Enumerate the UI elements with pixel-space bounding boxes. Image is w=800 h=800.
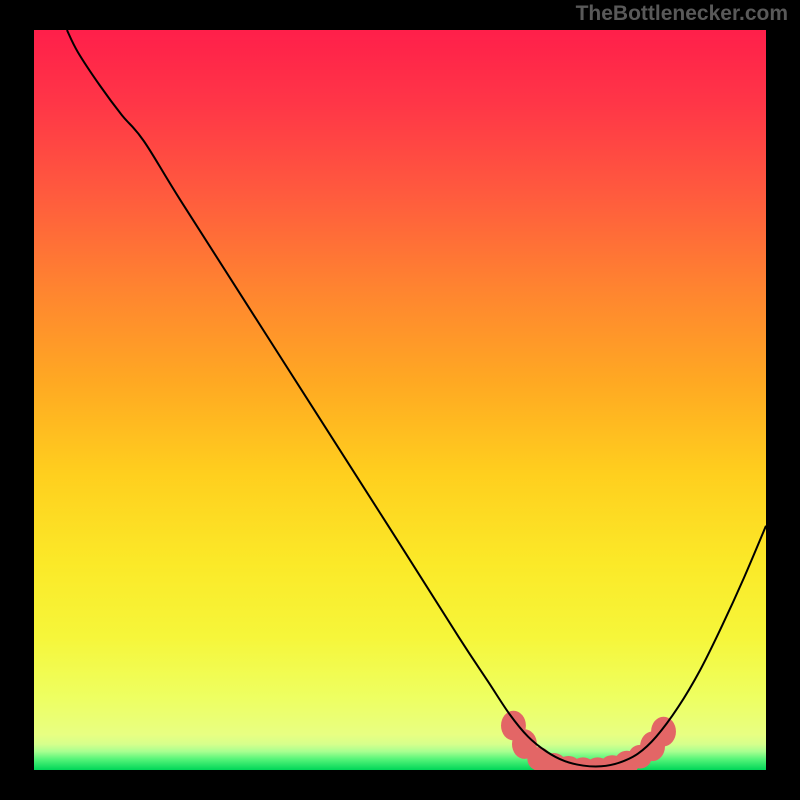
watermark-text: TheBottlenecker.com (576, 2, 788, 26)
optimal-marker (651, 717, 676, 747)
bottleneck-curve-chart (0, 0, 800, 800)
chart-container: TheBottlenecker.com (0, 0, 800, 800)
